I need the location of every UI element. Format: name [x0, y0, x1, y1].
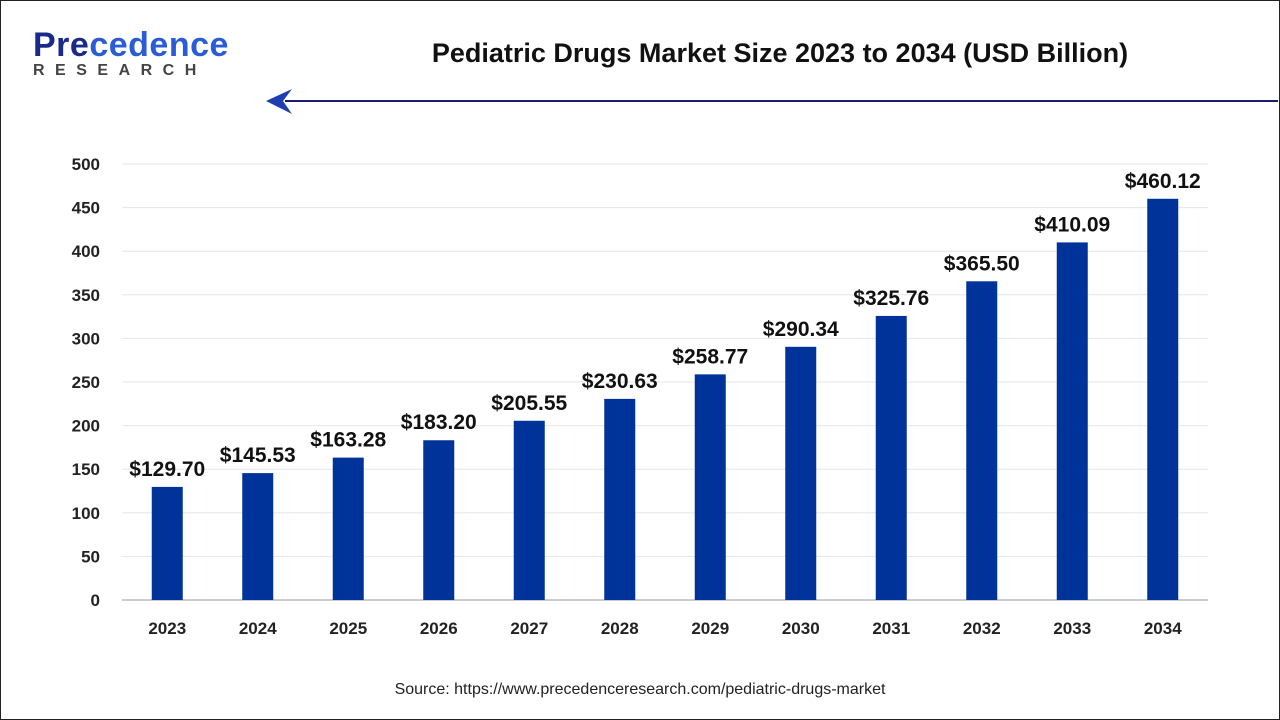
x-tick-label: 2026: [420, 619, 458, 638]
bar: [604, 398, 636, 600]
x-tick-label: 2033: [1053, 619, 1091, 638]
logo-text-dark: Pre: [33, 26, 90, 64]
data-label: $290.34: [763, 318, 839, 341]
x-tick-label: 2032: [963, 619, 1001, 638]
y-tick-label: 200: [72, 417, 100, 436]
bar: [694, 374, 726, 600]
bar: [1056, 242, 1088, 600]
arrow-left-icon: [266, 89, 292, 114]
x-tick-label: 2031: [872, 619, 910, 638]
y-tick-label: 350: [72, 286, 100, 305]
x-tick-label: 2023: [148, 619, 186, 638]
y-tick-label: 50: [81, 547, 100, 566]
bar: [513, 420, 545, 600]
y-tick-label: 100: [72, 504, 100, 523]
bar: [151, 486, 183, 600]
data-label: $325.76: [853, 287, 929, 310]
bar: [1147, 198, 1179, 600]
data-label: $410.09: [1034, 213, 1110, 236]
logo-text-light: cedence: [89, 26, 229, 64]
chart-title: Pediatric Drugs Market Size 2023 to 2034…: [431, 38, 1129, 68]
bar: [875, 315, 907, 600]
x-tick-label: 2034: [1144, 619, 1182, 638]
data-label: $183.20: [401, 411, 477, 434]
y-tick-label: 300: [72, 329, 100, 348]
x-tick-label: 2027: [510, 619, 548, 638]
bar: [785, 346, 817, 600]
y-tick-label: 500: [72, 155, 100, 174]
x-tick-label: 2024: [239, 619, 277, 638]
data-label: $129.70: [129, 458, 205, 481]
data-label: $230.63: [582, 370, 658, 393]
x-tick-label: 2028: [601, 619, 639, 638]
bar: [423, 440, 455, 600]
logo: Precedence RESEARCH: [33, 28, 229, 80]
y-tick-label: 250: [72, 373, 100, 392]
data-label: $258.77: [672, 345, 748, 368]
y-tick-label: 0: [91, 591, 100, 610]
bar: [966, 281, 998, 600]
source-note: Source: https://www.precedenceresearch.c…: [394, 681, 886, 698]
arrow-decoration: [266, 89, 1278, 114]
y-tick-label: 150: [72, 460, 100, 479]
logo-subtext: RESEARCH: [33, 62, 207, 79]
y-tick-label: 450: [72, 199, 100, 218]
y-tick-label: 400: [72, 242, 100, 261]
data-label: $365.50: [944, 252, 1020, 275]
data-label: $163.28: [310, 429, 386, 452]
x-tick-label: 2029: [691, 619, 729, 638]
bar: [332, 457, 364, 600]
bar: [242, 473, 274, 600]
x-tick-label: 2025: [329, 619, 367, 638]
x-tick-label: 2030: [782, 619, 820, 638]
data-label: $460.12: [1125, 170, 1201, 193]
data-label: $205.55: [491, 392, 567, 415]
data-label: $145.53: [220, 444, 296, 467]
